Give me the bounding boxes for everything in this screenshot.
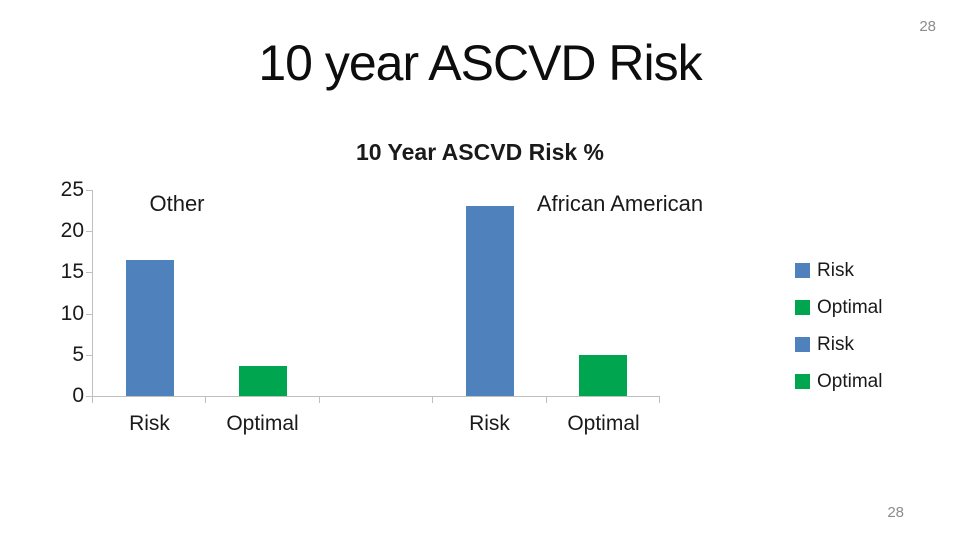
legend-swatch-icon (795, 263, 810, 278)
legend-label: Optimal (817, 370, 883, 392)
y-tick-mark (86, 272, 92, 273)
x-tick-mark (205, 397, 206, 403)
x-category-label: Optimal (226, 412, 299, 435)
page-number-top: 28 (919, 18, 936, 35)
bar-african-american-optimal (579, 355, 627, 396)
y-tick-mark (86, 231, 92, 232)
y-axis-tick-label: 25 (60, 178, 84, 201)
y-tick-mark (86, 190, 92, 191)
x-tick-mark (546, 397, 547, 403)
y-axis-tick-label: 5 (72, 343, 84, 366)
x-tick-mark (92, 397, 93, 403)
x-category-label: Risk (129, 412, 170, 435)
x-axis-line (92, 396, 660, 397)
chart-title: 10 Year ASCVD Risk % (355, 139, 605, 165)
legend-label: Risk (817, 259, 854, 281)
y-axis-tick-label: 10 (60, 302, 84, 325)
y-tick-mark (86, 355, 92, 356)
legend-label: Risk (817, 333, 854, 355)
group-label-1: African American (536, 191, 704, 216)
bar-other-risk (126, 260, 174, 396)
y-axis-tick-label: 20 (60, 219, 84, 242)
x-tick-mark (659, 397, 660, 403)
group-label-0: Other (149, 191, 205, 216)
legend-swatch-icon (795, 337, 810, 352)
legend-swatch-icon (795, 374, 810, 389)
y-tick-mark (86, 396, 92, 397)
y-axis-tick-label: 0 (72, 384, 84, 407)
bar-other-optimal (239, 366, 287, 396)
x-category-label: Risk (469, 412, 510, 435)
x-tick-mark (319, 397, 320, 403)
legend-entry-1: Optimal (795, 296, 882, 319)
slide-title: 10 year ASCVD Risk (258, 35, 702, 91)
y-axis-line (92, 190, 93, 397)
y-axis-tick-label: 15 (60, 260, 84, 283)
x-category-label: Optimal (567, 412, 640, 435)
legend-entry-2: Risk (795, 333, 882, 356)
page-number-bottom: 28 (887, 504, 904, 521)
bar-african-american-risk (466, 206, 514, 396)
legend-swatch-icon (795, 300, 810, 315)
legend-label: Optimal (817, 296, 883, 318)
y-tick-mark (86, 314, 92, 315)
chart-legend: Risk Optimal Risk Optimal (795, 259, 882, 407)
x-tick-mark (432, 397, 433, 403)
legend-entry-0: Risk (795, 259, 882, 282)
legend-entry-3: Optimal (795, 370, 882, 393)
